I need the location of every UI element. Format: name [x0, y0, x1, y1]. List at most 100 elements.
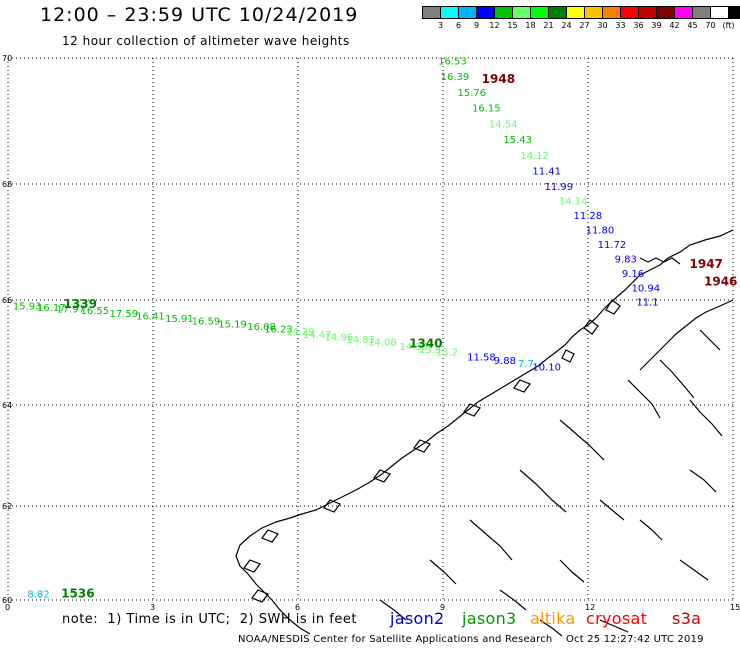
coastline-segment	[689, 399, 723, 437]
wave-height-value: 16.39	[441, 72, 470, 83]
coastline-segment	[599, 499, 625, 521]
coastline-segment	[413, 439, 431, 453]
coastline-segment	[639, 299, 734, 371]
wave-height-value: 16.23	[264, 325, 293, 336]
lat-lon-grid	[7, 57, 734, 601]
wave-height-value: 16.08	[247, 322, 276, 333]
scale-label: 6	[455, 21, 462, 30]
coastline-segment	[561, 349, 575, 363]
wave-height-value: 16.15	[472, 104, 501, 115]
coastline-segment	[627, 379, 661, 419]
lat-tick-label: 66	[2, 296, 12, 305]
coastline-segment	[499, 589, 527, 611]
coastline-segment	[261, 529, 279, 543]
satellite-name-jason2: jason2	[390, 609, 445, 628]
wave-height-value: 17.59	[110, 309, 139, 320]
coastline-segment	[429, 559, 457, 585]
lat-tick-label: 60	[2, 596, 12, 605]
wave-height-value: 15.93	[13, 301, 42, 312]
lon-tick-label: 15	[730, 603, 740, 612]
page-title: 12:00 – 23:59 UTC 10/24/2019	[40, 4, 359, 26]
coastline-segment	[659, 359, 695, 399]
note-text: note: 1) Time is in UTC; 2) SWH is in fe…	[62, 612, 357, 627]
coastline-segment	[639, 257, 681, 265]
pass-time-label: 1339	[64, 297, 97, 311]
wave-height-value: 14.29	[286, 327, 315, 338]
pass-time-label: 1948	[482, 72, 515, 86]
coastline-segment	[463, 403, 481, 417]
scale-label: 21	[543, 21, 554, 30]
wave-height-value: 9.16	[622, 269, 644, 280]
coastline-segment	[513, 379, 531, 393]
coastline-segment	[519, 469, 567, 513]
wave-height-value: 16.17	[37, 303, 66, 314]
coastline-segment	[605, 299, 621, 315]
scale-label: 39	[651, 21, 662, 30]
wave-height-value: 11.1	[636, 297, 658, 308]
coastline-segment	[469, 519, 513, 561]
scale-label: 18	[525, 21, 536, 30]
coastline-segment	[251, 589, 269, 603]
scale-label: 42	[669, 21, 680, 30]
satellite-pass-labels: 1948 1947 1946 1339 1340 1536	[61, 72, 737, 600]
wave-height-scale-labels: 3 6 9 12 15 18 21 24 27 30 33 36 39 42 45 70 (ft)	[422, 21, 740, 33]
coastline-segment	[559, 559, 585, 583]
wave-height-value: 14.96	[325, 332, 354, 343]
scale-label: 36	[633, 21, 644, 30]
lat-tick-label: 68	[2, 180, 12, 189]
wave-height-value: 14.38	[400, 342, 429, 353]
scale-label: 30	[597, 21, 608, 30]
wave-height-value: 10.10	[532, 362, 561, 373]
pass-time-label: 1946	[704, 275, 737, 289]
coastline-segment	[679, 559, 709, 581]
wave-height-value: 11.72	[598, 240, 627, 251]
scale-label: 45	[687, 21, 698, 30]
scale-label: (ft)	[722, 21, 735, 30]
pass-time-label: 1340	[409, 336, 442, 350]
wave-height-value: 17.97	[56, 305, 85, 316]
coastline-segment	[539, 619, 563, 637]
wave-height-value: 14.14	[559, 196, 588, 207]
lat-tick-label: 62	[2, 502, 12, 511]
wave-height-value: 10.94	[632, 283, 661, 294]
scale-swatch	[728, 6, 740, 19]
scale-label: 15	[507, 21, 518, 30]
wave-height-value: 7.7	[518, 359, 534, 370]
wave-height-value: 11.80	[586, 225, 615, 236]
wave-height-value: 14.12	[520, 151, 549, 162]
wave-height-value: 16.41	[136, 311, 165, 322]
scale-label: 24	[561, 21, 572, 30]
wave-height-value: 9.83	[615, 254, 637, 265]
wave-height-value: 15.19	[218, 319, 247, 330]
scale-label: 33	[615, 21, 626, 30]
satellite-name-altika: altika	[530, 609, 576, 628]
wave-height-value: 11.58	[467, 352, 496, 363]
coastline-segment	[639, 519, 663, 541]
coastline-segment	[373, 469, 391, 483]
coastline-segment	[689, 469, 717, 493]
wave-height-value: 16.55	[81, 306, 110, 317]
scale-label: 12	[489, 21, 500, 30]
wave-height-value: 13.2	[436, 348, 458, 359]
wave-height-value: 14.54	[489, 119, 518, 130]
scale-label: 9	[473, 21, 480, 30]
wave-height-value: 8.82	[27, 590, 49, 601]
wave-height-value: 15.76	[458, 88, 487, 99]
coastline-segment	[583, 319, 599, 335]
scale-label: 70	[705, 21, 716, 30]
coastline-segment	[379, 599, 407, 621]
satellite-name-jason3: jason3	[462, 609, 517, 628]
lon-tick-label: 3	[150, 603, 155, 612]
lon-tick-label: 6	[295, 603, 300, 612]
wave-height-value: 14.83	[346, 335, 375, 346]
wave-height-value: 15.43	[503, 135, 532, 146]
page-subtitle: 12 hour collection of altimeter wave hei…	[62, 34, 350, 48]
wave-height-value: 11.41	[532, 167, 561, 178]
scale-label: 27	[579, 21, 590, 30]
wave-height-value: 11.28	[574, 211, 603, 222]
pass-time-label: 1947	[690, 257, 723, 271]
coastline-segment	[599, 619, 629, 633]
coastline-segment	[699, 329, 721, 351]
lat-tick-label: 70	[2, 54, 12, 63]
